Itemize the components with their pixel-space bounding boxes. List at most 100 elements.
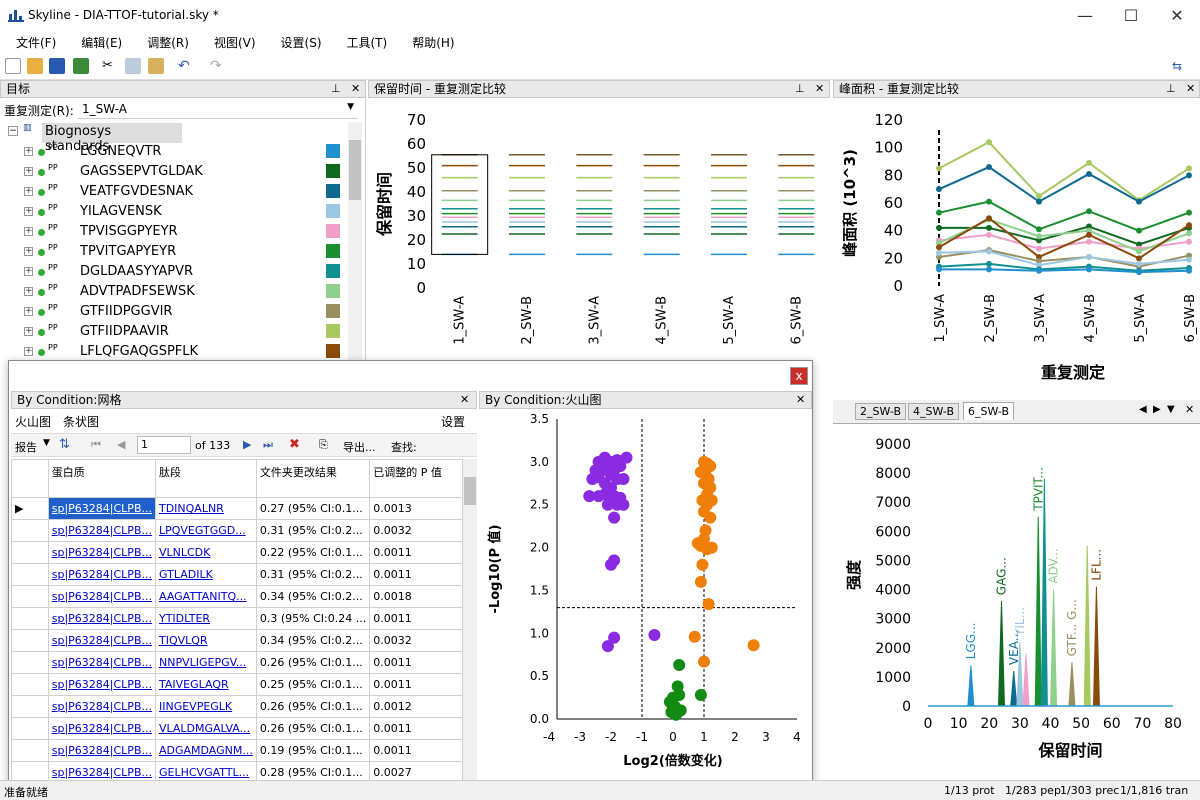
protein-link[interactable]: sp|P63284|CLPB... [51,766,152,779]
peptide-link[interactable]: YTIDLTER [158,612,211,625]
table-row[interactable]: sp|P63284|CLPB... TAIVEGLAQR 0.25 (95% CI:… [11,673,463,696]
menu-file[interactable]: 文件(F) [16,36,57,50]
protein-link[interactable]: sp|P63284|CLPB... [51,634,152,647]
expand-icon[interactable]: + [24,306,33,316]
protein-link[interactable]: sp|P63284|CLPB... [51,678,152,691]
peptide-link[interactable]: TDINQALNR [158,502,224,515]
menu-settings[interactable]: 设置(S) [280,36,322,50]
cell-peptide[interactable]: TAIVEGLAQR [154,673,257,696]
table-row[interactable]: ▶ sp|P63284|CLPB... TDINQALNR 0.27 (95% CI:… [11,497,463,520]
peptide-link[interactable]: AAGATTANITQ... [158,590,247,603]
row-selector[interactable] [11,563,49,586]
row-selector[interactable] [11,673,49,696]
menu-edit[interactable]: 编辑(E) [81,36,123,50]
export-button[interactable]: 导出... [343,441,376,454]
table-row[interactable]: sp|P63284|CLPB... VLNLCDK 0.22 (95% CI:0.1… [11,541,463,564]
delete-icon[interactable]: ✖ [289,437,300,452]
protein-link[interactable]: sp|P63284|CLPB... [51,744,152,757]
cell-protein[interactable]: sp|P63284|CLPB... [47,607,156,630]
panel-close-icon[interactable]: ✕ [796,393,806,406]
tab-menu-icon[interactable]: ▼ [1167,404,1175,415]
cell-peptide[interactable]: YTIDLTER [154,607,257,630]
group-node[interactable]: Biognosys standards [42,123,182,154]
table-row[interactable]: sp|P63284|CLPB... LPQVEGTGGD... 0.31 (95% … [11,519,463,542]
expand-icon[interactable]: + [24,346,33,356]
table-row[interactable]: sp|P63284|CLPB... IINGEVPEGLK 0.26 (95% CI… [11,695,463,718]
cut-icon[interactable]: ✂ [102,58,113,73]
undo-icon[interactable]: ↶ [178,58,190,74]
row-selector[interactable] [11,541,49,564]
copy-icon[interactable] [125,58,141,74]
close-button[interactable]: ✕ [1170,6,1184,25]
expand-icon[interactable]: + [24,286,33,296]
menu-help[interactable]: 帮助(H) [412,36,455,50]
menu-tools[interactable]: 工具(T) [346,36,388,50]
expand-icon[interactable]: + [24,206,33,216]
row-selector[interactable] [11,739,49,762]
table-row[interactable]: sp|P63284|CLPB... AAGATTANITQ... 0.34 (95%… [11,585,463,608]
grid-scrollbar[interactable] [463,459,477,799]
row-selector[interactable] [11,519,49,542]
cell-peptide[interactable]: VLALDMGALVA... [154,717,257,740]
pin-icon[interactable]: ⊥ [795,82,805,95]
table-row[interactable]: sp|P63284|CLPB... TIQVLQR 0.34 (95% CI:0.2… [11,629,463,652]
open-icon[interactable] [27,58,43,74]
protein-link[interactable]: sp|P63284|CLPB... [51,546,152,559]
menu-refine[interactable]: 调整(R) [147,36,189,50]
table-row[interactable]: sp|P63284|CLPB... GTLADILK 0.31 (95% CI:0.… [11,563,463,586]
cell-protein[interactable]: sp|P63284|CLPB... [47,717,156,740]
row-selector[interactable] [11,629,49,652]
maximize-button[interactable]: ☐ [1123,6,1139,25]
table-row[interactable]: sp|P63284|CLPB... YTIDLTER 0.3 (95% CI:0.2… [11,607,463,630]
protein-link[interactable]: sp|P63284|CLPB... [51,656,152,669]
protein-link[interactable]: sp|P63284|CLPB... [51,590,152,603]
protein-link[interactable]: sp|P63284|CLPB... [51,722,152,735]
grid-scroll-thumb[interactable] [464,477,476,505]
cell-protein[interactable]: sp|P63284|CLPB... [47,497,156,520]
tab-bar[interactable]: 条状图 [63,415,100,429]
tab-2-sw-b[interactable]: 2_SW-B [855,403,907,420]
last-page-icon[interactable]: ⏭ [263,438,273,451]
tab-volcano[interactable]: 火山图 [15,415,52,429]
report-dropdown-icon[interactable]: ▼ [43,438,50,448]
table-row[interactable]: sp|P63284|CLPB... ADGAMDAGNM... 0.19 (95% … [11,739,463,762]
first-page-icon[interactable]: ⏮ [91,438,101,451]
cell-protein[interactable]: sp|P63284|CLPB... [47,585,156,608]
cell-peptide[interactable]: TDINQALNR [154,497,257,520]
expand-icon[interactable]: + [24,186,33,196]
col-adj-p[interactable]: 已调整的 P 值 [369,459,463,498]
cell-protein[interactable]: sp|P63284|CLPB... [47,673,156,696]
save-icon[interactable] [49,58,65,74]
expand-icon[interactable]: + [24,226,33,236]
panel-close-icon[interactable]: ✕ [1185,403,1195,416]
protein-link[interactable]: sp|P63284|CLPB... [51,568,152,581]
col-peptide[interactable]: 肽段 [154,459,257,498]
expand-icon[interactable]: + [24,326,33,336]
table-row[interactable]: sp|P63284|CLPB... VLALDMGALVA... 0.26 (95%… [11,717,463,740]
peptide-link[interactable]: GELHCVGATTL... [158,766,250,779]
table-row[interactable]: sp|P63284|CLPB... NNPVLIGEPGV... 0.26 (95%… [11,651,463,674]
cell-protein[interactable]: sp|P63284|CLPB... [47,563,156,586]
tree-scrollbar[interactable] [348,122,362,370]
replicate-select[interactable]: 1_SW-A ▼ [78,100,358,119]
panel-close-icon[interactable]: ✕ [815,82,825,95]
cell-protein[interactable]: sp|P63284|CLPB... [47,519,156,542]
settings-button[interactable]: 设置 [441,415,466,429]
report-button[interactable]: 报告 [15,441,37,454]
cell-peptide[interactable]: VLNLCDK [154,541,257,564]
panel-close-icon[interactable]: ✕ [460,393,470,406]
menu-view[interactable]: 视图(V) [213,36,256,50]
peptide-link[interactable]: ADGAMDAGNM... [158,744,253,757]
pin-icon[interactable]: ⊥ [1166,82,1176,95]
peptide-link[interactable]: GTLADILK [158,568,213,581]
panel-close-icon[interactable]: ✕ [351,82,361,95]
cell-protein[interactable]: sp|P63284|CLPB... [47,695,156,718]
peptide-link[interactable]: LPQVEGTGGD... [158,524,246,537]
protein-link[interactable]: sp|P63284|CLPB... [51,524,152,537]
row-selector[interactable] [11,651,49,674]
protein-link[interactable]: sp|P63284|CLPB... [51,502,152,515]
cell-peptide[interactable]: AAGATTANITQ... [154,585,257,608]
tab-left-icon[interactable]: ◀ [1139,404,1147,415]
sync-icon[interactable]: ⇆ [1172,59,1183,73]
page-input[interactable]: 1 [137,436,191,454]
